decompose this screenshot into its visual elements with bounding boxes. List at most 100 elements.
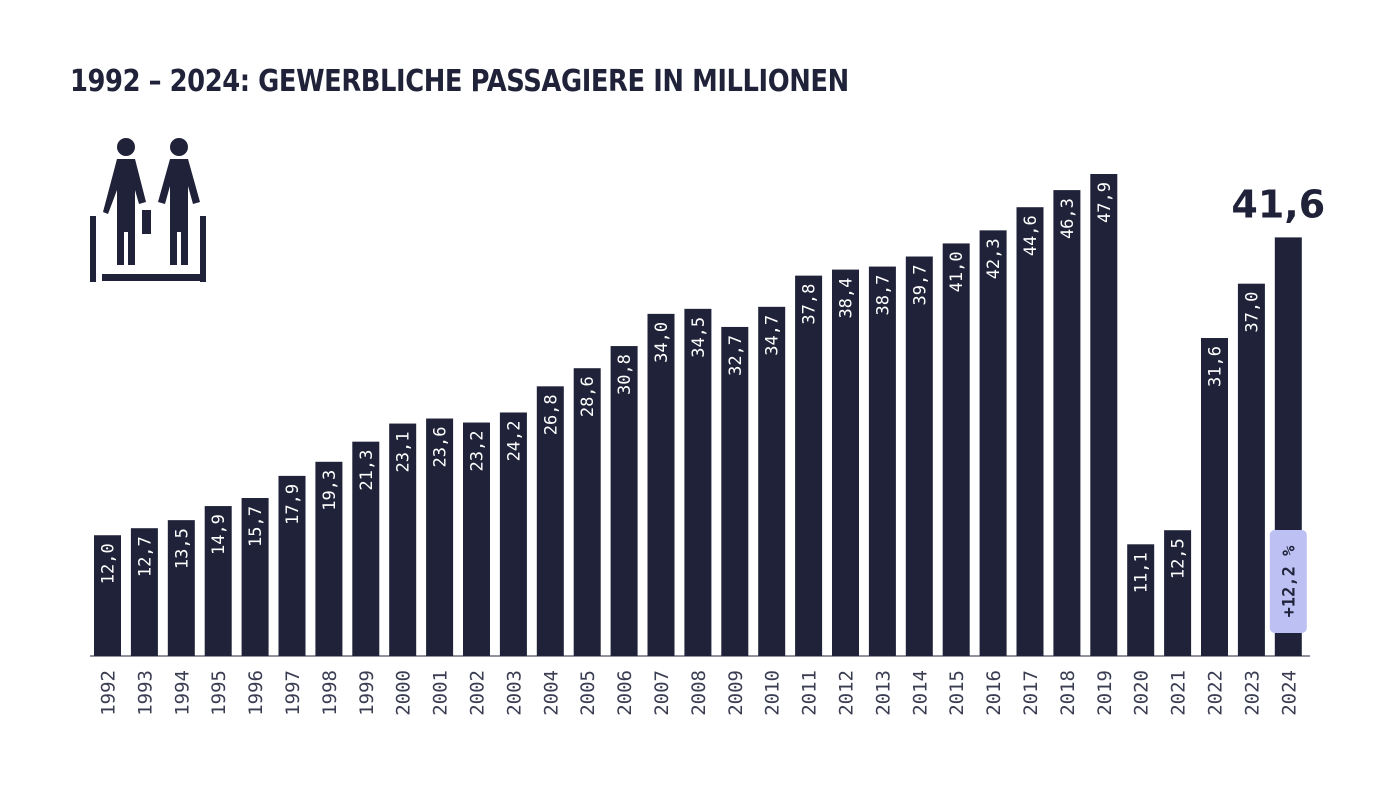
- x-tick-label: 1992: [98, 670, 120, 716]
- x-tick-label: 2021: [1168, 670, 1190, 716]
- x-tick-label: 1993: [134, 670, 156, 716]
- chart-title: 1992 – 2024: GEWERBLICHE PASSAGIERE IN M…: [70, 64, 849, 99]
- bar-1998: [315, 461, 343, 656]
- x-tick-label: 2016: [983, 670, 1005, 716]
- bar-value-label: 11,1: [1132, 552, 1152, 593]
- bar-2021: [1164, 530, 1192, 656]
- bar-2008: [684, 308, 712, 656]
- bar-value-label: 39,7: [910, 265, 930, 306]
- bar-2015: [942, 243, 970, 657]
- x-tick-label: 2017: [1020, 670, 1042, 716]
- x-tick-label: 1994: [171, 670, 193, 716]
- x-tick-label: 2010: [762, 670, 784, 716]
- bar-value-label: 34,5: [689, 317, 709, 358]
- change-badge: [1269, 530, 1307, 633]
- change-badge-text: +12,2 %: [1279, 545, 1299, 617]
- x-tick-label: 2009: [725, 670, 747, 716]
- bar-value-label: 23,2: [468, 431, 488, 472]
- x-tick-label: 2006: [614, 670, 636, 716]
- bar-value-label: 31,6: [1206, 346, 1226, 387]
- x-tick-label: 2001: [430, 670, 452, 716]
- bar-2013: [868, 266, 896, 656]
- bar-1993: [130, 528, 158, 656]
- bar-value-label: 47,9: [1095, 182, 1115, 223]
- bar-2017: [1016, 207, 1044, 657]
- x-tick-label: 1996: [245, 670, 267, 716]
- x-tick-label: 2007: [651, 670, 673, 716]
- x-tick-label: 2015: [946, 670, 968, 716]
- bar-2020: [1127, 544, 1155, 656]
- bar-1992: [94, 535, 121, 656]
- bar-2005: [573, 368, 601, 656]
- bar-1997: [278, 475, 306, 656]
- bar-2022: [1201, 338, 1228, 656]
- bar-value-label: 17,9: [283, 484, 303, 525]
- x-tick-label: 2004: [540, 670, 562, 716]
- bar-2000: [389, 423, 417, 656]
- bar-value-label: 15,7: [246, 506, 266, 547]
- bar-2003: [499, 412, 527, 656]
- bar-value-label: 23,1: [394, 432, 414, 473]
- passengers-escalator-icon: [86, 132, 216, 287]
- x-tick-label: 2020: [1131, 670, 1153, 716]
- bar-1996: [241, 498, 269, 656]
- bar-value-label: 30,8: [615, 354, 635, 395]
- bar-value-label: 12,7: [135, 536, 155, 577]
- x-tick-label: 2018: [1057, 670, 1079, 716]
- x-tick-label: 2019: [1094, 670, 1116, 716]
- bar-value-label: 34,0: [652, 322, 672, 363]
- x-tick-label: 1995: [208, 670, 230, 716]
- bar-2011: [795, 275, 823, 656]
- bar-value-label: 41,0: [947, 251, 967, 292]
- x-tick-label: 2011: [799, 670, 821, 716]
- bar-value-label: 28,6: [578, 376, 598, 417]
- bar-2012: [832, 269, 859, 656]
- bar-value-label: 26,8: [541, 394, 561, 435]
- x-tick-label: 2003: [503, 670, 525, 716]
- bar-1994: [167, 520, 195, 656]
- bar-1995: [204, 506, 232, 656]
- x-tick-label: 1998: [319, 670, 341, 716]
- bar-value-label: 21,3: [357, 450, 377, 491]
- bar-2016: [979, 230, 1007, 657]
- x-tick-label: 2022: [1205, 670, 1227, 716]
- x-tick-label: 2024: [1278, 670, 1300, 716]
- bar-2002: [463, 422, 490, 656]
- bar-value-label: 44,6: [1021, 215, 1041, 256]
- x-tick-label: 2012: [836, 670, 858, 716]
- bar-value-label: 13,5: [172, 528, 192, 569]
- bar-2001: [426, 418, 454, 656]
- x-tick-label: 2014: [909, 670, 931, 716]
- bar-value-label: 38,4: [837, 278, 857, 319]
- bar-value-label: 46,3: [1058, 198, 1078, 239]
- bar-2023: [1237, 283, 1265, 656]
- bar-2004: [536, 386, 564, 656]
- bar-value-label: 14,9: [209, 514, 229, 555]
- x-tick-label: 1999: [356, 670, 378, 716]
- x-tick-label: 2013: [872, 670, 894, 716]
- x-tick-label: 2002: [467, 670, 489, 716]
- bar-value-label: 38,7: [873, 275, 893, 316]
- headline-value: 41,6: [1231, 182, 1325, 226]
- x-tick-label: 1997: [282, 670, 304, 716]
- bar-value-label: 24,2: [504, 420, 524, 461]
- bar-2007: [647, 313, 675, 656]
- x-tick-label: 2000: [393, 670, 415, 716]
- bar-value-label: 34,7: [763, 315, 783, 356]
- bar-2010: [758, 306, 786, 656]
- bar-1999: [352, 441, 380, 656]
- bar-2014: [905, 256, 933, 656]
- bar-2006: [610, 346, 638, 656]
- bar-value-label: 19,3: [320, 470, 340, 511]
- bar-value-label: 42,3: [984, 238, 1004, 279]
- bar-value-label: 37,8: [800, 284, 820, 325]
- bar-2018: [1053, 190, 1081, 656]
- x-tick-label: 2023: [1241, 670, 1263, 716]
- bar-value-label: 12,5: [1169, 538, 1189, 579]
- bar-value-label: 37,0: [1242, 292, 1262, 333]
- bar-value-label: 12,0: [99, 543, 119, 584]
- bar-value-label: 32,7: [726, 335, 746, 376]
- x-tick-label: 2005: [577, 670, 599, 716]
- bar-value-label: 23,6: [431, 427, 451, 468]
